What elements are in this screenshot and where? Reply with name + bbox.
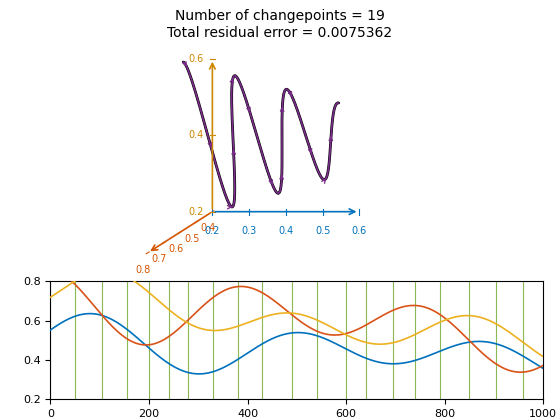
Text: 0.8: 0.8	[136, 265, 151, 275]
Text: 0.5: 0.5	[184, 234, 199, 244]
Text: 0.7: 0.7	[152, 254, 167, 264]
Text: 0.6: 0.6	[168, 244, 183, 254]
Text: 0.4: 0.4	[278, 226, 293, 236]
Text: 0.6: 0.6	[188, 54, 204, 64]
Text: Number of changepoints = 19: Number of changepoints = 19	[175, 9, 385, 23]
Text: 0.2: 0.2	[188, 207, 204, 217]
Text: 0.6: 0.6	[352, 226, 367, 236]
Text: 0.2: 0.2	[205, 226, 220, 236]
Text: 0.4: 0.4	[200, 223, 216, 234]
Text: Total residual error = 0.0075362: Total residual error = 0.0075362	[167, 26, 393, 40]
Text: 0.3: 0.3	[241, 226, 256, 236]
Text: 0.5: 0.5	[315, 226, 330, 236]
Text: 0.4: 0.4	[188, 130, 204, 140]
